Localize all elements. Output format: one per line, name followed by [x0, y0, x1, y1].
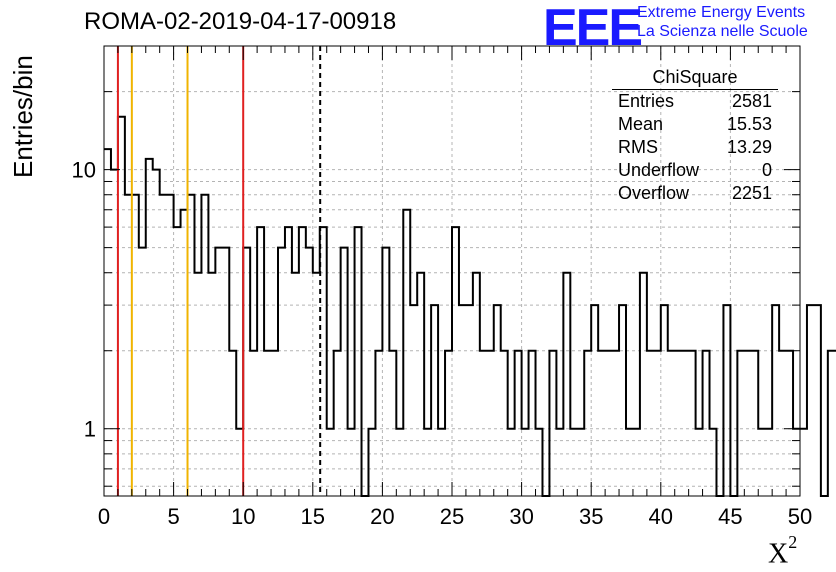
x-tick-label: 25: [440, 504, 464, 529]
stats-value: 0: [761, 160, 772, 180]
eee-logo: EEE: [543, 0, 643, 57]
y-axis-label: Entries/bin: [8, 55, 38, 178]
x-tick-label: 20: [370, 504, 394, 529]
x-axis-label-superscript: 2: [788, 532, 798, 552]
stats-value: 15.53: [726, 114, 772, 134]
stats-value: 2251: [731, 183, 772, 203]
x-axis-label-base: X: [768, 538, 789, 570]
stats-box-title: ChiSquare: [612, 66, 778, 90]
x-tick-label: 45: [718, 504, 742, 529]
x-tick-label: 30: [509, 504, 533, 529]
stats-label: Underflow: [618, 160, 700, 180]
org-name-line2: La Scienza nelle Scuole: [637, 23, 808, 40]
stats-row-underflow: Underflow 0: [612, 159, 778, 182]
x-tick-label: 0: [98, 504, 110, 529]
stats-label: Overflow: [618, 183, 690, 203]
stats-label: Mean: [618, 114, 664, 134]
x-tick-label: 40: [649, 504, 673, 529]
stats-row-rms: RMS 13.29: [612, 136, 778, 159]
x-tick-label: 35: [579, 504, 603, 529]
stats-label: RMS: [618, 137, 658, 157]
histogram-outline: [104, 115, 836, 497]
y-tick-label: 1: [84, 417, 96, 442]
stats-label: Entries: [618, 91, 675, 111]
x-axis-label: X2: [768, 532, 797, 570]
y-tick-label: 10: [72, 158, 96, 183]
stats-row-overflow: Overflow 2251: [612, 182, 778, 205]
x-tick-label: 50: [788, 504, 812, 529]
stats-row-entries: Entries 2581: [612, 90, 778, 113]
stats-row-mean: Mean 15.53: [612, 113, 778, 136]
plot-title: ROMA-02-2019-04-17-00918: [84, 8, 397, 35]
org-name-line1: Extreme Energy Events: [637, 4, 806, 21]
x-tick-label: 10: [231, 504, 255, 529]
stats-value: 2581: [731, 91, 772, 111]
stats-value: 13.29: [726, 137, 772, 157]
x-tick-label: 5: [167, 504, 179, 529]
stats-box: ChiSquare Entries 2581 Mean 15.53 RMS 13…: [612, 66, 778, 205]
x-tick-label: 15: [301, 504, 325, 529]
